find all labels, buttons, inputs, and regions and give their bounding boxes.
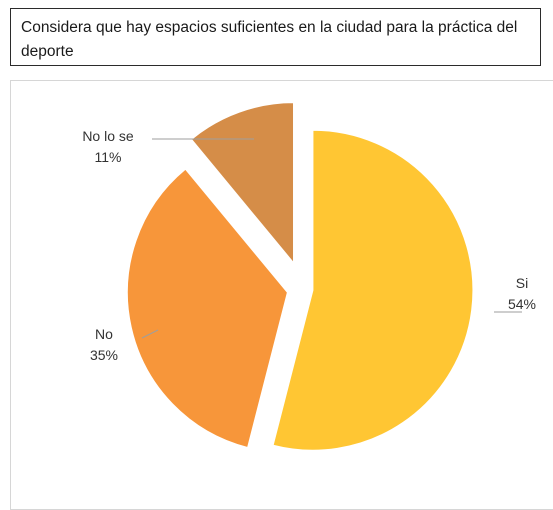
slice-value-no-lo-se: 11% xyxy=(95,149,122,165)
pie-slice-no xyxy=(126,168,288,449)
slice-label-si: Si xyxy=(516,275,528,291)
slice-label-no-lo-se: No lo se xyxy=(82,128,134,144)
slice-label-no: No xyxy=(95,326,113,342)
pie-slice-si xyxy=(272,129,474,451)
chart-title: Considera que hay espacios suficientes e… xyxy=(10,8,541,66)
slice-value-si: 54% xyxy=(508,296,536,312)
pie-chart: Si 54% No 35% No lo se 11% xyxy=(82,102,536,451)
pie-slice-no-lo-se xyxy=(190,102,295,265)
leader-line-no xyxy=(141,329,159,339)
slice-value-no: 35% xyxy=(90,347,118,363)
